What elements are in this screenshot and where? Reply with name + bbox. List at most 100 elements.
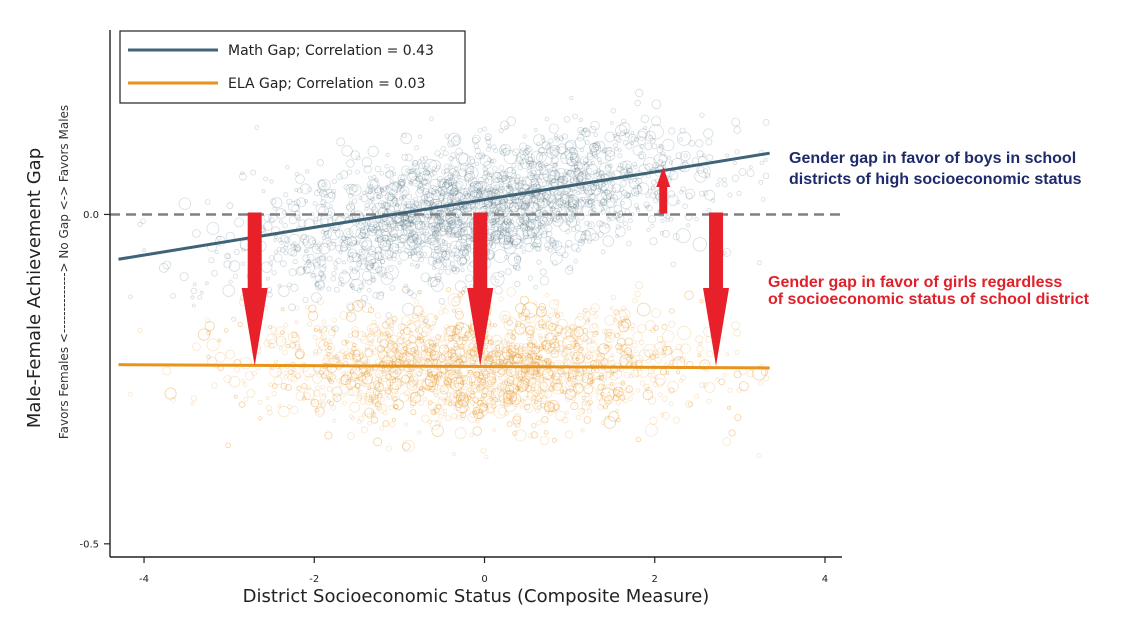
scatter-point (695, 139, 704, 148)
scatter-point (540, 231, 548, 239)
scatter-point (438, 344, 449, 355)
scatter-point (402, 218, 412, 227)
scatter-point (410, 292, 417, 299)
scatter-point (472, 206, 478, 212)
scatter-point (511, 215, 523, 228)
scatter-point (538, 234, 543, 239)
scatter-point (366, 420, 372, 426)
scatter-point (618, 186, 624, 192)
scatter-point (452, 181, 462, 192)
scatter-point (293, 245, 298, 251)
scatter-point (544, 176, 550, 182)
scatter-point (422, 178, 430, 187)
scatter-point (464, 170, 475, 182)
scatter-point (474, 161, 480, 167)
scatter-point (534, 215, 540, 221)
scatter-point (647, 215, 657, 224)
scatter-point (391, 252, 397, 259)
scatter-point (658, 154, 668, 164)
scatter-point (572, 176, 578, 181)
scatter-point (243, 396, 249, 402)
scatter-point (415, 188, 425, 198)
scatter-point (638, 339, 645, 346)
scatter-point (388, 244, 394, 250)
scatter-point (419, 177, 428, 186)
scatter-point (464, 255, 471, 261)
scatter-point (637, 184, 642, 189)
scatter-point (556, 191, 562, 196)
scatter-point (292, 258, 298, 265)
scatter-point (347, 432, 355, 440)
scatter-point (371, 228, 376, 234)
scatter-point (374, 177, 379, 183)
scatter-point (545, 179, 551, 185)
scatter-point (519, 404, 524, 409)
scatter-point (269, 179, 274, 184)
scatter-point (668, 401, 674, 406)
scatter-point (455, 147, 463, 156)
scatter-point (429, 239, 441, 251)
scatter-point (574, 204, 580, 210)
scatter-point (405, 193, 412, 200)
scatter-point (502, 177, 507, 182)
scatter-point (164, 387, 177, 400)
scatter-point (447, 132, 462, 147)
scatter-point (572, 168, 576, 173)
x-tick-label: 2 (652, 574, 658, 585)
scatter-point (349, 186, 354, 191)
scatter-point (600, 174, 605, 180)
scatter-point (583, 228, 597, 242)
scatter-point (547, 411, 553, 417)
scatter-point (517, 182, 524, 189)
scatter-point (632, 297, 638, 304)
scatter-point (728, 429, 736, 437)
scatter-point (401, 132, 407, 139)
scatter-point (491, 144, 497, 150)
scatter-point (490, 202, 497, 208)
scatter-point (366, 258, 383, 274)
scatter-point (521, 216, 526, 221)
scatter-point (453, 245, 458, 250)
scatter-point (458, 222, 473, 237)
scatter-point (332, 418, 337, 423)
scatter-point (424, 226, 438, 240)
scatter-point (557, 176, 564, 183)
scatter-point (192, 282, 197, 287)
scatter-point (569, 205, 575, 212)
scatter-point (433, 230, 440, 237)
scatter-point (694, 216, 699, 222)
scatter-point (481, 153, 486, 158)
scatter-point (372, 319, 377, 325)
scatter-point (349, 283, 354, 288)
scatter-point (375, 251, 383, 259)
scatter-point (272, 205, 278, 211)
scatter-point (339, 239, 344, 244)
scatter-point (321, 235, 326, 240)
scatter-point (668, 320, 676, 328)
scatter-point (491, 158, 497, 164)
scatter-point (320, 275, 326, 281)
annotation-boys-line-2: districts of high socioeconomic status (789, 171, 1082, 188)
scatter-point (600, 207, 606, 212)
scatter-point (394, 204, 402, 212)
scatter-point (339, 276, 344, 282)
scatter-point (593, 183, 598, 187)
scatter-point (460, 245, 465, 250)
scatter-point (560, 151, 573, 165)
annotation-boys-line-1: Gender gap in favor of boys in school (789, 150, 1076, 167)
scatter-point (574, 167, 580, 173)
scatter-point (465, 245, 472, 252)
scatter-point (626, 166, 633, 173)
scatter-point (362, 257, 367, 262)
scatter-point (584, 189, 589, 195)
scatter-point (380, 245, 394, 260)
scatter-point (483, 208, 488, 213)
scatter-point (426, 214, 432, 220)
scatter-point (576, 368, 581, 373)
scatter-point (539, 224, 545, 230)
scatter-point (527, 343, 536, 352)
scatter-point (538, 163, 544, 169)
scatter-point (458, 200, 468, 210)
scatter-point (584, 196, 589, 201)
scatter-point (453, 254, 461, 262)
